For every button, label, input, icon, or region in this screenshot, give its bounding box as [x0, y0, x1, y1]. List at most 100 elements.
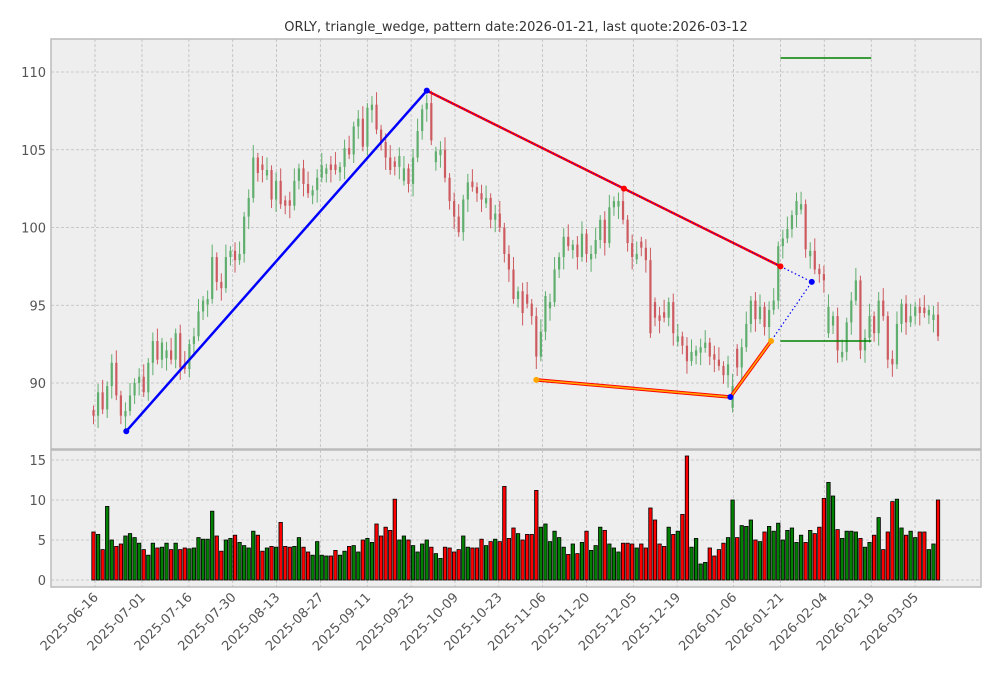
volume-bar [748, 519, 753, 581]
volume-bar [264, 547, 270, 581]
volume-bar [872, 534, 877, 581]
candle-body [877, 300, 880, 334]
candle-body [658, 315, 661, 321]
candle-body [407, 168, 410, 184]
volume-bar [639, 543, 644, 581]
candle-body [247, 197, 250, 217]
candle-body [521, 291, 524, 314]
candle-body [567, 236, 570, 247]
candle-body [594, 239, 597, 254]
volume-bar [534, 489, 539, 581]
volume-bar [762, 531, 767, 581]
candle-body [284, 200, 287, 206]
volume-bar [273, 546, 279, 581]
candle-body [507, 253, 511, 270]
candle-body [439, 149, 442, 156]
volume-bar [105, 505, 110, 581]
volume-bar [442, 546, 448, 581]
pattern-line-upper-left-leg [125, 89, 428, 433]
volume-bar [552, 530, 557, 581]
volume-bar [228, 538, 233, 581]
price-tick-label: 105 [21, 144, 46, 159]
candle-body [854, 280, 857, 301]
volume-bar [721, 542, 726, 581]
candle-body [626, 219, 629, 244]
candle-body [681, 336, 684, 346]
candle-body [498, 213, 501, 228]
candle-body [115, 362, 118, 396]
volume-bar [903, 534, 909, 581]
volume-tick-label: 5 [38, 534, 46, 549]
volume-bar [438, 558, 443, 581]
volume-bar [821, 497, 827, 581]
volume-bar [707, 547, 712, 581]
pattern-marker [620, 185, 627, 192]
volume-bar [132, 537, 137, 581]
candle-body [466, 182, 469, 200]
pattern-marker [123, 428, 130, 435]
candle-body [822, 274, 825, 281]
volume-bar [830, 495, 836, 581]
candle-body [192, 336, 196, 345]
volume-bar [607, 543, 612, 581]
candle-body [621, 201, 625, 220]
volume-bar [406, 539, 411, 581]
candle-body [923, 307, 926, 314]
price-tick-label: 100 [21, 222, 46, 237]
candle-body [631, 243, 634, 258]
volume-bar [324, 555, 329, 581]
volume-bar [292, 546, 297, 581]
volume-bar [885, 531, 890, 581]
candle-body [352, 126, 355, 155]
volume-bar [840, 538, 845, 581]
candle-body [375, 104, 378, 130]
volume-bar [662, 546, 667, 581]
candle-body [535, 316, 538, 357]
volume-bar [611, 547, 617, 581]
volume-bar [465, 546, 470, 581]
candle-body [306, 183, 310, 194]
candle-body [215, 257, 218, 282]
volume-bar [210, 510, 215, 581]
volume-bar [278, 522, 283, 581]
volume-bar [922, 531, 927, 581]
volume-bar [620, 542, 626, 581]
candle-body [494, 213, 497, 220]
volume-bar [383, 526, 388, 581]
volume-bar [767, 526, 772, 581]
candle-body [512, 269, 515, 300]
volume-bar [310, 554, 315, 581]
volume-bar [543, 523, 548, 581]
pattern-marker [533, 376, 540, 383]
candle-body [160, 342, 164, 360]
volume-bar [890, 501, 895, 581]
candle-body [859, 280, 862, 351]
candle-body [279, 180, 282, 205]
candle-body [726, 364, 730, 376]
candle-body [685, 345, 689, 362]
volume-bar [675, 530, 680, 581]
volume-bar [853, 531, 858, 581]
candle-body [325, 168, 328, 174]
candle-body [576, 244, 579, 258]
candle-body [503, 227, 506, 254]
candle-body [749, 300, 752, 324]
candle-body [777, 246, 780, 301]
volume-bar [698, 563, 703, 581]
candle-body [265, 169, 269, 176]
volume-bar [849, 530, 854, 581]
volume-bar [410, 545, 416, 581]
volume-bar [730, 499, 735, 581]
volume-bar [388, 530, 393, 581]
candle-body [357, 118, 360, 127]
volume-bar [347, 546, 352, 581]
candle-body [316, 177, 319, 191]
candle-body [772, 300, 775, 310]
volume-bar [242, 545, 247, 581]
volume-bar [630, 543, 635, 581]
volume-tick-label: 10 [29, 494, 46, 509]
candle-body [370, 104, 374, 111]
candle-body [580, 233, 584, 258]
volume-bar [483, 545, 489, 581]
